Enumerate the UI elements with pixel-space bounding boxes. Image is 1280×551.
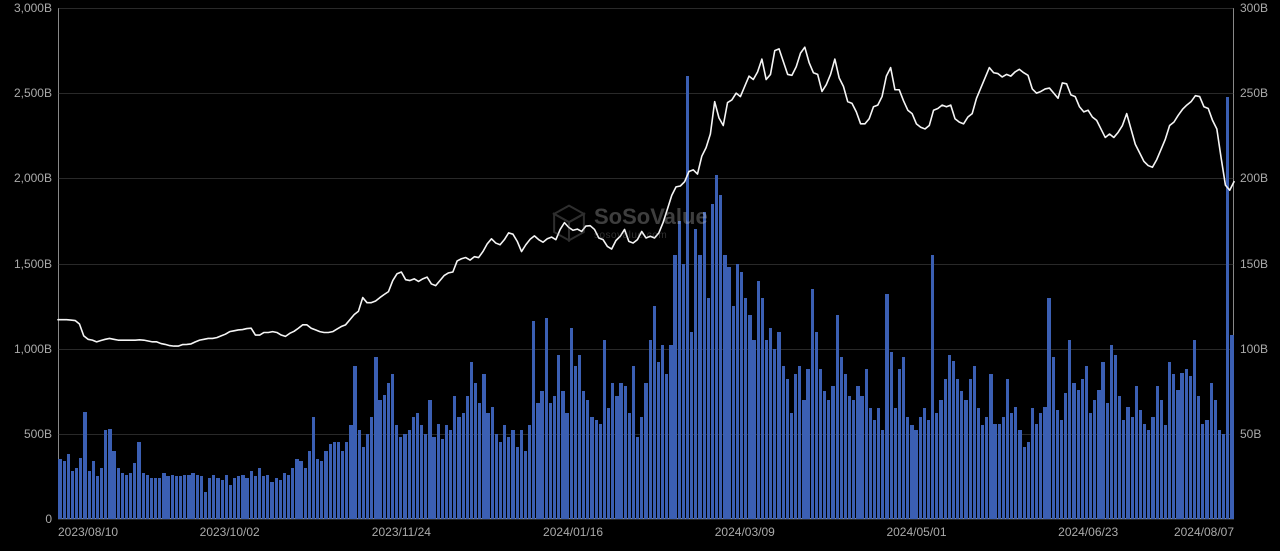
- y-tick-label-right: 300B: [1240, 1, 1268, 15]
- y-tick-label-left: 1,000B: [14, 342, 52, 356]
- gridline: [58, 519, 1234, 520]
- x-tick-label: 2024/03/09: [715, 525, 775, 539]
- y-tick-label-right: 200B: [1240, 171, 1268, 185]
- x-tick-label: 2024/05/01: [886, 525, 946, 539]
- line-series: [58, 8, 1234, 519]
- y-tick-label-left: 2,500B: [14, 86, 52, 100]
- x-tick-label: 2024/01/16: [543, 525, 603, 539]
- y-tick-label-left: 1,500B: [14, 257, 52, 271]
- y-tick-label-right: 150B: [1240, 257, 1268, 271]
- chart-container: 0 500B 1,000B 1,500B 2,000B 2,500B 3,000B 50B 1…: [0, 0, 1280, 551]
- x-tick-label: 2024/06/23: [1058, 525, 1118, 539]
- x-tick-label: 2023/11/24: [372, 525, 431, 539]
- x-tick-label: 2023/10/02: [200, 525, 260, 539]
- y-tick-label-right: 250B: [1240, 86, 1268, 100]
- y-tick-label-left: 2,000B: [14, 171, 52, 185]
- x-tick-label: 2023/08/10: [58, 525, 118, 539]
- y-tick-label-right: 100B: [1240, 342, 1268, 356]
- y-tick-label-left: 500B: [24, 427, 52, 441]
- y-tick-label-right: 50B: [1240, 427, 1261, 441]
- x-tick-label: 2024/08/07: [1174, 525, 1234, 539]
- y-tick-label-left: 0: [45, 512, 52, 526]
- price-line: [58, 47, 1234, 346]
- plot-area[interactable]: 0500B1,000B1,500B2,000B2,500B3,000B 50B1…: [58, 8, 1234, 519]
- y-tick-label-left: 3,000B: [14, 1, 52, 15]
